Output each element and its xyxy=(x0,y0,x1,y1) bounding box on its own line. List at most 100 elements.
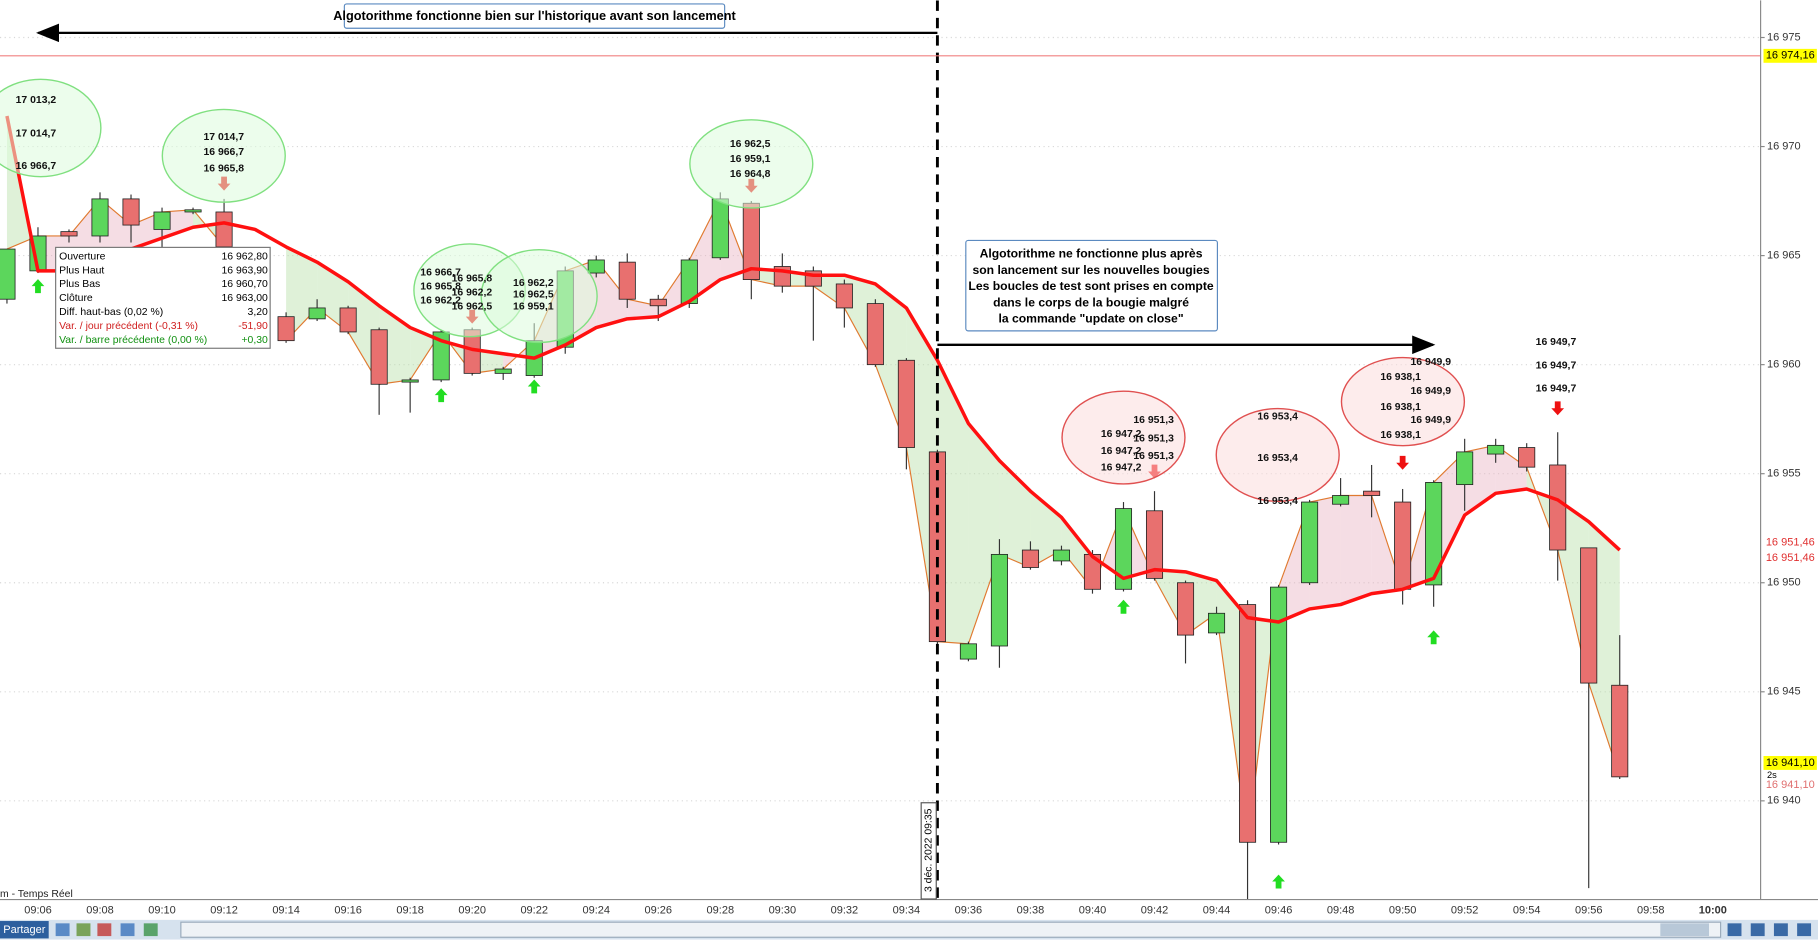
bubble-text: 16 953,4 xyxy=(1257,496,1298,507)
bubble-text: 16 953,4 xyxy=(1257,411,1298,422)
average-line xyxy=(5,115,1621,624)
x-tick-label: 09:24 xyxy=(582,904,610,916)
bubble-text: 16 962,2 xyxy=(420,295,461,306)
x-tick-label: 09:34 xyxy=(893,904,921,916)
candle-down xyxy=(1363,490,1381,496)
candle-up xyxy=(1425,482,1443,586)
candle-up xyxy=(959,643,977,660)
share-button[interactable] xyxy=(0,921,49,939)
bubble xyxy=(689,119,814,209)
tool-icon[interactable] xyxy=(143,923,158,937)
candle-down xyxy=(1177,582,1195,636)
price-tag-label: 16 941,10 xyxy=(1766,757,1815,769)
bubble-text: 16 949,9 xyxy=(1410,386,1451,397)
signal-down xyxy=(1551,401,1565,416)
candle-down xyxy=(215,211,233,248)
candle-down xyxy=(1549,464,1567,551)
x-tick-label: 09:14 xyxy=(272,904,300,916)
y-tick-label: 16 950 xyxy=(1767,577,1801,589)
bubble-text: 16 951,3 xyxy=(1133,415,1174,426)
candle-down xyxy=(897,359,915,448)
bubble-text: 16 962,2 xyxy=(513,278,554,289)
note-box xyxy=(343,3,726,29)
candle-down xyxy=(1518,447,1536,468)
x-tick-label: 09:46 xyxy=(1265,904,1293,916)
x-tick-label: 09:22 xyxy=(520,904,548,916)
candle-down xyxy=(277,316,295,342)
tool-icon[interactable] xyxy=(97,923,112,937)
price-tag-label: 16 951,46 xyxy=(1766,537,1815,549)
x-tick-label: 09:38 xyxy=(1017,904,1045,916)
area-fill xyxy=(1030,491,1062,568)
candle-up xyxy=(91,198,109,237)
candle-up xyxy=(184,209,202,213)
bubble-text: 16 938,1 xyxy=(1380,372,1421,383)
bubble-text: 16 949,7 xyxy=(1536,360,1577,371)
area-fill xyxy=(596,259,628,328)
candle-down xyxy=(1394,501,1412,590)
tooltip-value: -51,90 xyxy=(238,321,268,332)
zoom-icon[interactable] xyxy=(1750,923,1765,937)
candle-up xyxy=(1208,612,1226,634)
candle-up xyxy=(711,198,729,259)
y-tick-label: 16 960 xyxy=(1767,359,1801,371)
tooltip-value: 16 960,70 xyxy=(221,279,268,290)
y-tick-label: 16 975 xyxy=(1767,31,1801,43)
zoom-icon[interactable] xyxy=(1727,923,1742,937)
bubble-text: 16 964,8 xyxy=(730,169,771,180)
bubble-text: 16 966,7 xyxy=(16,161,57,172)
signal-up xyxy=(1427,630,1441,645)
zoom-icon[interactable] xyxy=(1797,923,1812,937)
bubble-text: 16 949,7 xyxy=(1536,384,1577,395)
x-tick-label: 09:18 xyxy=(396,904,424,916)
x-tick-label: 09:40 xyxy=(1079,904,1107,916)
tool-icon[interactable] xyxy=(120,923,135,937)
bubble-text: 16 953,4 xyxy=(1257,453,1298,464)
tooltip-label: Ouverture xyxy=(59,251,106,262)
bubble-text: 17 013,2 xyxy=(16,95,57,106)
price-tag xyxy=(1763,755,1817,770)
tool-icon[interactable] xyxy=(76,923,91,937)
candle-down xyxy=(1145,510,1164,579)
x-tick-label: 09:54 xyxy=(1513,904,1541,916)
bubble-text: 16 962,5 xyxy=(452,301,493,312)
tooltip-value: 16 963,00 xyxy=(221,293,268,304)
share-label[interactable]: Partager xyxy=(3,924,46,936)
zoom-icon[interactable] xyxy=(1773,923,1788,937)
note-text: Algotorithme fonctionne bien sur l'histo… xyxy=(333,8,736,23)
candle-up xyxy=(1487,444,1505,455)
scroll-thumb[interactable] xyxy=(1660,923,1710,937)
candle-down xyxy=(60,231,78,237)
bubble-text: 16 959,1 xyxy=(513,301,554,312)
tooltip-value: 16 963,90 xyxy=(221,265,268,276)
candle-up xyxy=(990,553,1008,647)
signal-up xyxy=(434,388,448,403)
signal-up xyxy=(527,379,541,394)
bubble-text: 16 938,1 xyxy=(1380,430,1421,441)
tooltip-label: Plus Haut xyxy=(59,265,104,276)
tool-icon[interactable] xyxy=(55,923,70,937)
x-tick-label: 09:06 xyxy=(24,904,52,916)
candle-down xyxy=(1021,549,1039,568)
area-fill xyxy=(1340,495,1372,605)
candle-down xyxy=(649,298,667,307)
bubble-text: 16 966,7 xyxy=(203,147,244,158)
candle-down xyxy=(339,307,357,333)
candle-down xyxy=(835,283,853,309)
candle-up xyxy=(1052,549,1070,562)
tooltip xyxy=(55,246,271,349)
x-tick-label: 09:26 xyxy=(645,904,673,916)
x-tick-label: 09:10 xyxy=(148,904,176,916)
tooltip-label: Var. / jour précédent (-0,31 %) xyxy=(59,321,198,332)
x-tick-label: 09:08 xyxy=(86,904,114,916)
candle-up xyxy=(432,331,450,381)
x-tick-label: 09:20 xyxy=(458,904,486,916)
x-tick-label: 09:12 xyxy=(210,904,238,916)
bubble-text: 16 966,7 xyxy=(420,268,461,279)
bubble-text: 16 962,2 xyxy=(452,287,493,298)
candle-down xyxy=(122,198,140,226)
scrollbar[interactable] xyxy=(180,921,1722,938)
bubble-text: 16 965,8 xyxy=(203,163,244,174)
